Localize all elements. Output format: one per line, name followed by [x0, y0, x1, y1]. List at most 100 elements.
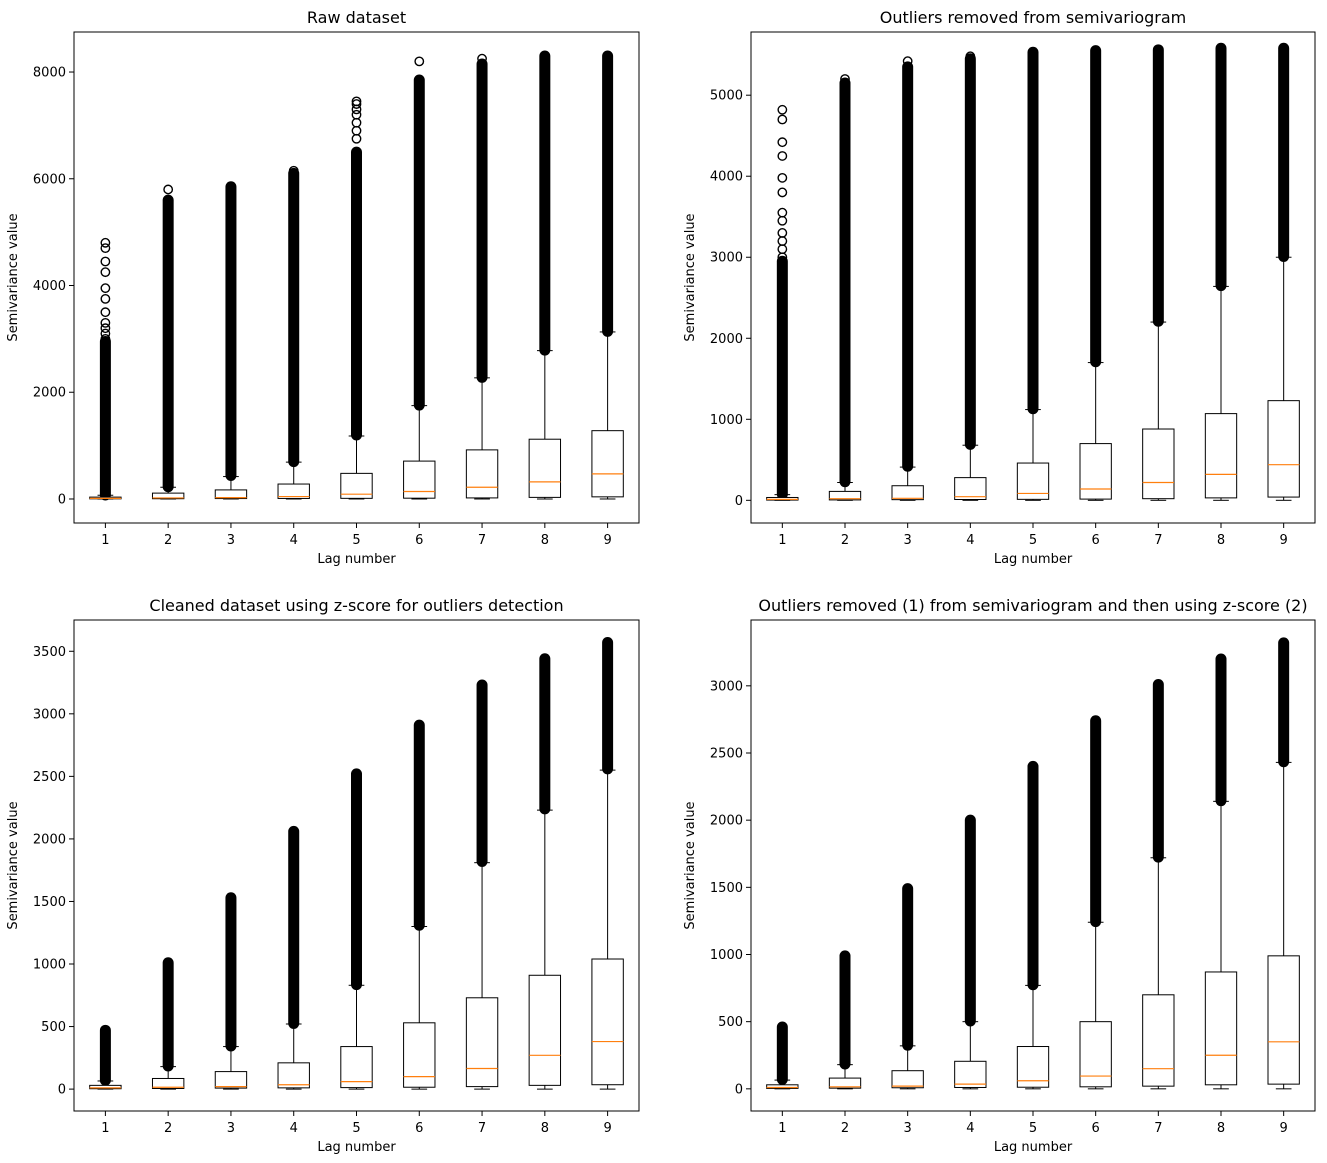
iqr-box — [591, 430, 624, 498]
outlier-point — [777, 215, 788, 226]
outlier-point — [100, 293, 111, 304]
x-tick-label: 8 — [541, 533, 549, 548]
x-tick-label: 8 — [1217, 1121, 1225, 1136]
y-tick-label: 6000 — [33, 172, 66, 187]
box-lag-2 — [828, 950, 862, 1090]
box-lag-3 — [214, 892, 248, 1090]
x-tick-label: 7 — [478, 533, 486, 548]
axes-frame — [750, 619, 1316, 1112]
y-tick-label: 3000 — [710, 251, 743, 266]
subplot-title: Cleaned dataset using z-score for outlie… — [149, 596, 563, 615]
iqr-box — [151, 492, 185, 500]
outlier-point — [414, 56, 425, 67]
x-tick-label: 5 — [352, 533, 360, 548]
outlier-point — [777, 114, 788, 125]
subplot-title: Raw dataset — [307, 8, 406, 27]
y-tick-label: 3500 — [33, 645, 66, 660]
iqr-box — [828, 490, 862, 501]
iqr-box — [214, 1071, 248, 1089]
box-lag-1 — [766, 104, 799, 501]
subplot-raw-dataset: Raw dataset Lag number Semivariance valu… — [6, 8, 640, 567]
iqr-box — [1267, 955, 1300, 1085]
x-tick-label: 8 — [1217, 533, 1225, 548]
iqr-box — [1142, 428, 1175, 500]
box-lag-8 — [1204, 653, 1238, 1090]
y-tick-label: 500 — [718, 1015, 743, 1030]
x-tick-label: 9 — [1280, 1121, 1288, 1136]
outlier-point — [351, 109, 362, 120]
y-tick-label: 2500 — [33, 770, 66, 785]
x-tick-label: 7 — [478, 1121, 486, 1136]
x-tick-label: 2 — [164, 533, 172, 548]
x-tick-label: 4 — [966, 533, 974, 548]
iqr-box — [465, 449, 499, 499]
outlier-point — [100, 333, 111, 344]
iqr-box — [766, 1084, 799, 1089]
outlier-point — [100, 307, 111, 318]
y-tick-label: 1500 — [710, 881, 743, 896]
x-tick-label: 6 — [1092, 1121, 1100, 1136]
iqr-box — [151, 1077, 185, 1089]
y-axis-label: Semivariance value — [6, 801, 21, 929]
iqr-box — [277, 1062, 310, 1089]
iqr-box — [891, 485, 924, 501]
axes-frame — [73, 619, 640, 1112]
box-lag-5 — [340, 768, 373, 1090]
outlier-point — [100, 323, 111, 334]
box-lag-6 — [403, 56, 436, 500]
y-tick-label: 8000 — [33, 66, 66, 81]
x-tick-label: 9 — [603, 1121, 611, 1136]
y-tick-label: 0 — [735, 1082, 743, 1097]
iqr-box — [403, 1022, 436, 1088]
iqr-box — [465, 997, 499, 1088]
iqr-box — [954, 1060, 987, 1088]
iqr-box — [89, 1084, 122, 1090]
x-tick-label: 3 — [227, 1121, 235, 1136]
outlier-point — [351, 125, 362, 136]
iqr-box — [340, 1046, 373, 1089]
x-tick-label: 6 — [1092, 533, 1100, 548]
x-axis-label: Lag number — [317, 552, 396, 567]
box-lag-8 — [528, 50, 562, 500]
outlier-point — [840, 74, 850, 84]
outlier-point — [100, 267, 111, 278]
x-tick-label: 2 — [164, 1121, 172, 1136]
x-tick-label: 3 — [904, 1121, 912, 1136]
outlier-point — [902, 56, 913, 67]
x-tick-label: 1 — [101, 533, 109, 548]
iqr-box — [591, 958, 624, 1086]
outlier-point — [288, 165, 299, 176]
outlier-point — [777, 187, 788, 198]
outlier-point — [351, 133, 362, 144]
y-tick-label: 2000 — [33, 386, 66, 401]
x-tick-label: 3 — [904, 533, 912, 548]
box-lag-3 — [214, 181, 248, 500]
x-tick-label: 1 — [101, 1121, 109, 1136]
box-lag-5 — [1016, 760, 1050, 1090]
box-lag-1 — [89, 237, 122, 501]
outlier-point — [777, 244, 788, 255]
x-tick-label: 8 — [541, 1121, 549, 1136]
y-tick-label: 4000 — [33, 279, 66, 294]
x-tick-label: 5 — [1029, 1121, 1037, 1136]
x-tick-label: 7 — [1154, 533, 1162, 548]
x-tick-label: 6 — [415, 1121, 423, 1136]
y-tick-label: 0 — [58, 492, 66, 507]
box-lag-9 — [1267, 42, 1300, 501]
box-lag-6 — [1079, 45, 1112, 501]
box-lag-4 — [954, 814, 987, 1090]
iqr-box — [1204, 413, 1238, 499]
box-lag-7 — [465, 679, 499, 1090]
outlier-point — [477, 53, 487, 64]
y-tick-label: 2000 — [33, 832, 66, 847]
outlier-point — [777, 137, 788, 148]
outlier-point — [100, 328, 111, 339]
subplot-outliers-removed: Outliers removed from semivariogram Lag … — [683, 8, 1316, 567]
box-lag-2 — [828, 74, 862, 501]
axes-frame — [750, 31, 1316, 524]
box-lag-9 — [1267, 637, 1300, 1090]
iqr-box — [1142, 994, 1175, 1087]
subplot-zscore-cleaned: Cleaned dataset using z-score for outlie… — [6, 596, 640, 1155]
subplot-title: Outliers removed from semivariogram — [880, 8, 1186, 27]
